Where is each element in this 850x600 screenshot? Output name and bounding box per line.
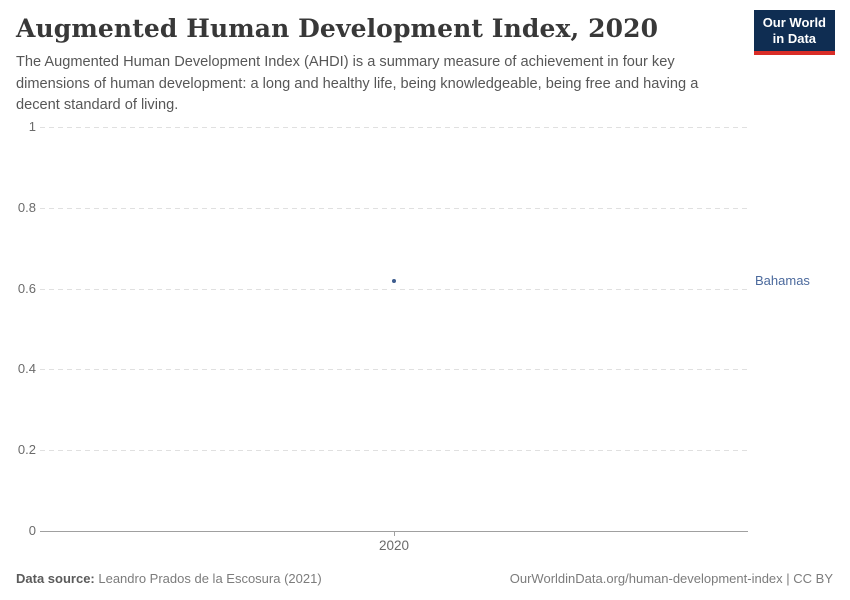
y-axis-tick-label: 0.2 (17, 442, 36, 458)
owid-logo-line1: Our World (762, 15, 826, 30)
data-source-note: Data source: Leandro Prados de la Escosu… (16, 571, 322, 587)
y-axis-tick-label: 1 (28, 119, 36, 134)
chart-subtitle: The Augmented Human Development Index (A… (16, 54, 699, 113)
entity-label-bahamas[interactable]: Bahamas (755, 272, 810, 288)
x-axis-tick-label: 2020 (378, 538, 410, 553)
y-gridline (40, 288, 748, 290)
data-source-label: Data source: (16, 571, 95, 586)
owid-logo[interactable]: Our World in Data (753, 10, 835, 55)
y-axis-tick-label: 0 (28, 523, 36, 538)
x-axis-tick-mark (394, 532, 395, 536)
page-title: Augmented Human Development Index, 2020 (16, 14, 659, 43)
y-gridline (40, 207, 748, 209)
y-axis-tick-label: 0.6 (17, 280, 36, 296)
data-source-text: Leandro Prados de la Escosura (2021) (94, 571, 322, 586)
owid-logo-line2: in Data (772, 31, 817, 46)
y-axis-tick-label: 0.4 (17, 361, 36, 377)
x-axis-line (40, 531, 748, 532)
y-gridline (40, 127, 748, 128)
data-point-bahamas[interactable] (392, 278, 396, 283)
owid-url-license[interactable]: OurWorldinData.org/human-development-ind… (509, 571, 833, 586)
y-gridline (40, 450, 748, 452)
y-axis-tick-label: 0.8 (17, 199, 36, 215)
chart-footer: Data source: Leandro Prados de la Escosu… (16, 571, 833, 587)
y-gridline (40, 369, 748, 371)
